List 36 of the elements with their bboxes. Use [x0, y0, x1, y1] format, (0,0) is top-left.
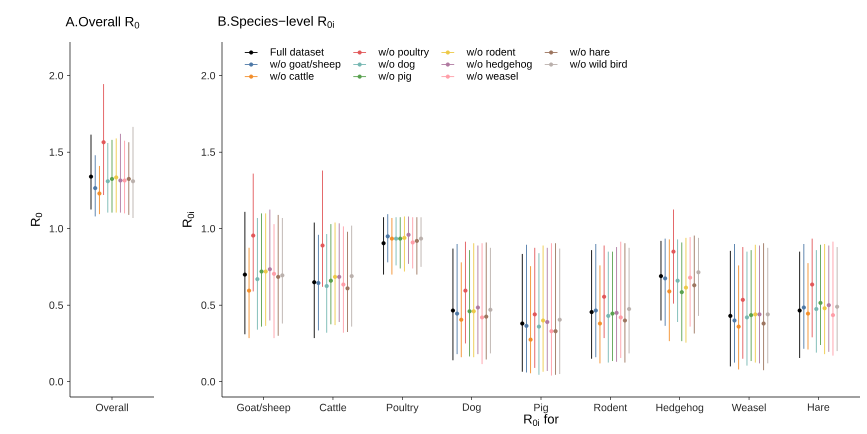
legend-label: w/o poultry [378, 48, 429, 58]
legend-label: w/o rodent [466, 48, 516, 56]
y-tick-label: 2.0 [201, 72, 216, 80]
y-tick-label: 0.0 [49, 378, 64, 386]
x-tick-label: Cattle [320, 404, 346, 412]
x-tick-label: Weasel [732, 404, 766, 412]
chart-title: A.Overall R$_{0}$ [66, 16, 140, 29]
y-tick-label: 0.0 [201, 378, 216, 386]
y-tick-label: 1.0 [202, 224, 216, 232]
y-tick-label: 2.0 [49, 72, 64, 80]
legend-label: w/o cattle [270, 72, 314, 80]
x-tick-label: Overall [96, 404, 128, 412]
legend-label: Full dataset [270, 48, 324, 56]
y-axis-title: R$_{0i}$ [182, 212, 194, 227]
legend-label: w/o weasel [466, 72, 518, 80]
x-tick-label: Poultry [386, 404, 419, 414]
y-tick-label: 1.0 [50, 224, 64, 232]
y-tick-label: 1.5 [202, 148, 216, 156]
x-tick-label: Goat/sheep [237, 404, 290, 414]
x-tick-label: Hare [808, 404, 830, 411]
x-axis-title: R$_{0i}$ for [524, 414, 559, 426]
x-tick-label: Dog [462, 404, 481, 413]
legend-label: w/o pig [378, 72, 411, 82]
legend-label: w/o goat/sheep [270, 60, 340, 70]
x-tick-label: Hedgehog [656, 404, 704, 414]
legend-label: w/o hedgehog [466, 60, 532, 70]
y-axis-title: R$_{0}$ [30, 212, 42, 226]
x-tick-label: Pig [534, 404, 548, 414]
legend-label: w/o wild bird [570, 60, 627, 68]
y-tick-label: 1.5 [50, 148, 64, 156]
y-tick-label: 0.5 [49, 301, 64, 309]
y-tick-label: 0.5 [201, 301, 216, 309]
chart-title: B.Species−level R$_{0i}$ [218, 16, 334, 29]
legend-label: w/o dog [378, 60, 414, 70]
x-tick-label: Rodent [594, 404, 628, 412]
legend-label: w/o hare [570, 48, 610, 56]
